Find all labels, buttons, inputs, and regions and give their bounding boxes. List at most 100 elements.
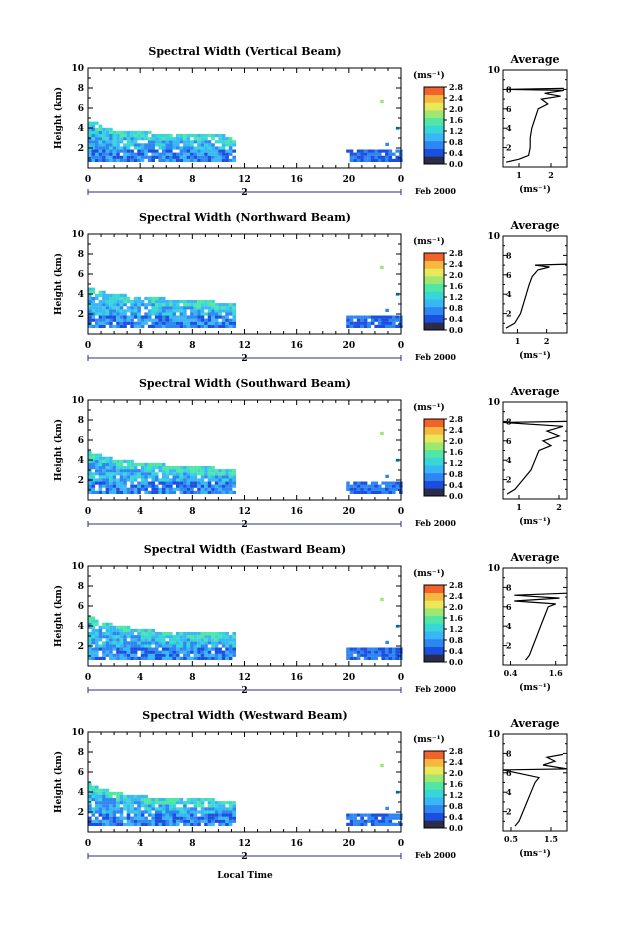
heatmap-cell [169, 318, 173, 322]
heatmap-cell [377, 484, 382, 488]
average-y-tick-label: 2 [506, 309, 512, 319]
average-x-label: (ms⁻¹) [519, 682, 551, 693]
heatmap-cell [356, 324, 361, 328]
heatmap-cell [179, 478, 184, 482]
heatmap-cell [88, 303, 92, 307]
heatmap-cell [370, 819, 375, 823]
heatmap-cell [91, 318, 96, 322]
heatmap-cell [154, 306, 159, 310]
heatmap-cell [161, 810, 166, 814]
heatmap-cell [158, 134, 162, 138]
heatmap-cell [381, 653, 385, 657]
heatmap-cell [218, 309, 222, 313]
heatmap-cell [165, 653, 170, 657]
heatmap-cell [367, 155, 371, 159]
heatmap-cell [102, 822, 106, 826]
heatmap-cell [169, 653, 173, 657]
heatmap-cell [374, 819, 378, 823]
heatmap-cell [207, 798, 212, 802]
heatmap-cell [140, 641, 145, 645]
heatmap-cell [140, 638, 145, 642]
colorbar-swatch [424, 291, 444, 300]
heatmap-cell [228, 819, 233, 823]
heatmap-cell [211, 807, 215, 811]
heatmap-cell [370, 318, 375, 322]
heatmap-cell [147, 137, 152, 141]
heatmap-cell [214, 306, 219, 310]
heatmap-cell [119, 487, 124, 491]
heatmap-cell [207, 475, 212, 479]
heatmap-cell [130, 472, 134, 476]
heatmap-cell [98, 484, 103, 488]
heatmap-cell [228, 635, 233, 639]
heatmap-cell [385, 474, 389, 478]
heatmap-cell [204, 807, 208, 811]
colorbar-tick-label: 2.8 [449, 248, 463, 258]
heatmap-cell [140, 134, 145, 138]
y-axis-label: Height (km) [53, 419, 64, 481]
colorbar-swatch [424, 623, 444, 632]
heatmap-cell [105, 801, 110, 805]
heatmap-cell [126, 801, 131, 805]
heatmap-cell [388, 321, 393, 325]
heatmap-cell [207, 306, 212, 310]
heatmap-cell [154, 813, 159, 817]
heatmap-cell [176, 798, 180, 802]
heatmap-cell [367, 650, 371, 654]
heatmap-cell [172, 804, 177, 808]
heatmap-cell [165, 484, 170, 488]
heatmap-cell [88, 324, 92, 328]
heatmap-cell [197, 632, 201, 636]
heatmap-cell [200, 656, 205, 660]
heatmap-cell [232, 638, 236, 642]
heatmap-cell [225, 816, 229, 820]
x-tick-label: 16 [290, 673, 303, 683]
heatmap-cell [200, 469, 205, 473]
heatmap-cell [112, 137, 117, 141]
heatmap-cell [154, 650, 159, 654]
heatmap-cell [381, 813, 385, 817]
heatmap-cell [200, 490, 205, 494]
x-tick-label: 4 [137, 507, 143, 517]
heatmap-cell [105, 791, 110, 795]
heatmap-cell [214, 647, 219, 651]
heatmap-cell [137, 807, 141, 811]
heatmap-cell [119, 315, 124, 319]
heatmap-cell [190, 140, 194, 144]
heatmap-cell [88, 794, 92, 799]
heatmap-cell [144, 628, 148, 633]
heatmap-cell [140, 146, 145, 150]
heatmap-cell [119, 644, 124, 648]
x-tick-label: 12 [238, 341, 251, 351]
heatmap-cell [91, 290, 96, 294]
heatmap-cell [116, 312, 120, 316]
heatmap-cell [95, 644, 99, 648]
heatmap-cell [165, 647, 170, 651]
heatmap-cell [151, 158, 155, 162]
heatmap-cell [221, 324, 226, 328]
heatmap-cell [228, 638, 233, 642]
heatmap-cell [225, 819, 229, 823]
heatmap-cell [388, 487, 393, 491]
heatmap-cell [190, 472, 194, 476]
heatmap-cell [98, 158, 103, 162]
panel-title: Spectral Width (Northward Beam) [139, 211, 351, 224]
heatmap-cell [207, 146, 212, 150]
heatmap-cell [186, 632, 191, 636]
heatmap-cell [116, 632, 120, 636]
heatmap-cell [377, 318, 382, 322]
heatmap-cell [190, 635, 194, 639]
heatmap-cell [190, 801, 194, 805]
heatmap-cell [158, 324, 162, 328]
heatmap-cell [102, 290, 106, 294]
heatmap-cell [176, 137, 180, 141]
heatmap-cell [176, 309, 180, 313]
heatmap-cell [151, 656, 155, 660]
heatmap-cell [197, 478, 201, 482]
heatmap-cell [95, 650, 99, 654]
heatmap-cell [218, 155, 222, 159]
heatmap-cell [144, 635, 148, 639]
heatmap-cell [232, 475, 236, 479]
heatmap-cell [112, 625, 117, 629]
heatmap-cell [158, 296, 162, 301]
